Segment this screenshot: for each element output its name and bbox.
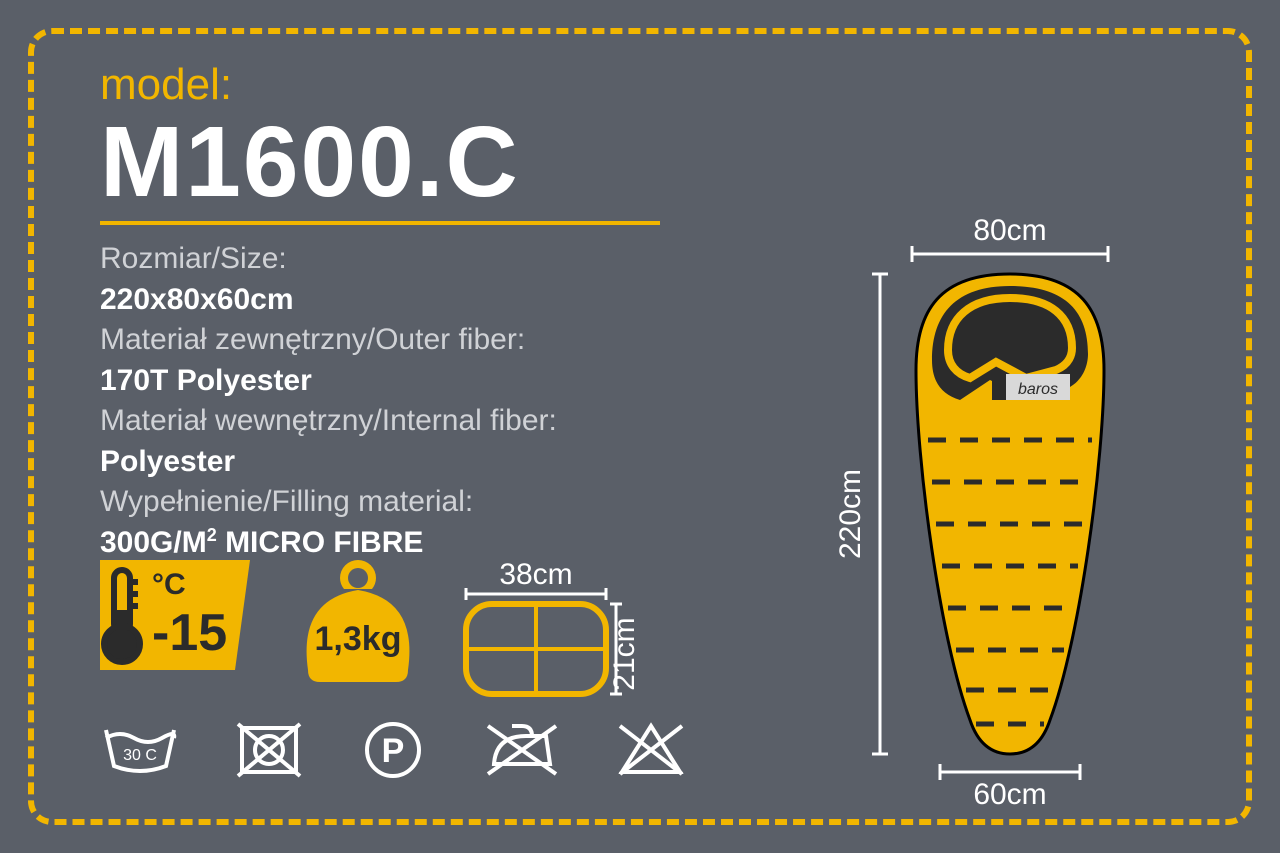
no-tumble-dry-icon — [234, 720, 304, 780]
svg-text:°C: °C — [152, 568, 186, 601]
weight-badge-icon: 1,3kg — [288, 560, 428, 690]
svg-text:38cm: 38cm — [499, 560, 572, 591]
svg-text:1,3kg: 1,3kg — [315, 620, 402, 658]
content-area: model: M1600.C Rozmiar/Size: 220x80x60cm… — [100, 60, 1200, 793]
inner-fiber-label: Materiał wewnętrzny/Internal fiber: — [100, 401, 740, 442]
no-iron-icon — [482, 720, 562, 780]
info-icons-row: °C -15 1,3kg 38cm 21cm — [100, 560, 676, 720]
svg-text:30 C: 30 C — [123, 747, 157, 764]
svg-text:-15: -15 — [152, 604, 227, 662]
svg-text:60cm: 60cm — [973, 778, 1046, 810]
size-value: 220x80x60cm — [100, 280, 740, 321]
svg-text:baros: baros — [1018, 381, 1058, 398]
sleeping-bag-diagram: 80cm baros — [820, 210, 1180, 810]
model-name: M1600.C — [100, 110, 1200, 215]
care-icons-row: 30 C P — [100, 720, 686, 780]
no-bleach-icon — [616, 720, 686, 780]
filling-label: Wypełnienie/Filling material: — [100, 482, 740, 523]
wash-30-icon: 30 C — [100, 720, 180, 780]
spec-list: Rozmiar/Size: 220x80x60cm Materiał zewnę… — [100, 239, 740, 563]
size-label: Rozmiar/Size: — [100, 239, 740, 280]
divider-rule — [100, 221, 660, 225]
temperature-badge-icon: °C -15 — [100, 560, 260, 690]
filling-value: 300G/M2 MICRO FIBRE — [100, 523, 740, 564]
svg-text:80cm: 80cm — [973, 214, 1046, 247]
outer-fiber-value: 170T Polyester — [100, 361, 740, 402]
model-label: model: — [100, 60, 1200, 110]
svg-text:220cm: 220cm — [834, 469, 867, 559]
inner-fiber-value: Polyester — [100, 442, 740, 483]
packed-size-diagram: 38cm 21cm — [456, 560, 676, 720]
svg-text:21cm: 21cm — [608, 617, 641, 690]
svg-text:P: P — [382, 732, 405, 770]
outer-fiber-label: Materiał zewnętrzny/Outer fiber: — [100, 320, 740, 361]
dry-clean-p-icon: P — [358, 720, 428, 780]
